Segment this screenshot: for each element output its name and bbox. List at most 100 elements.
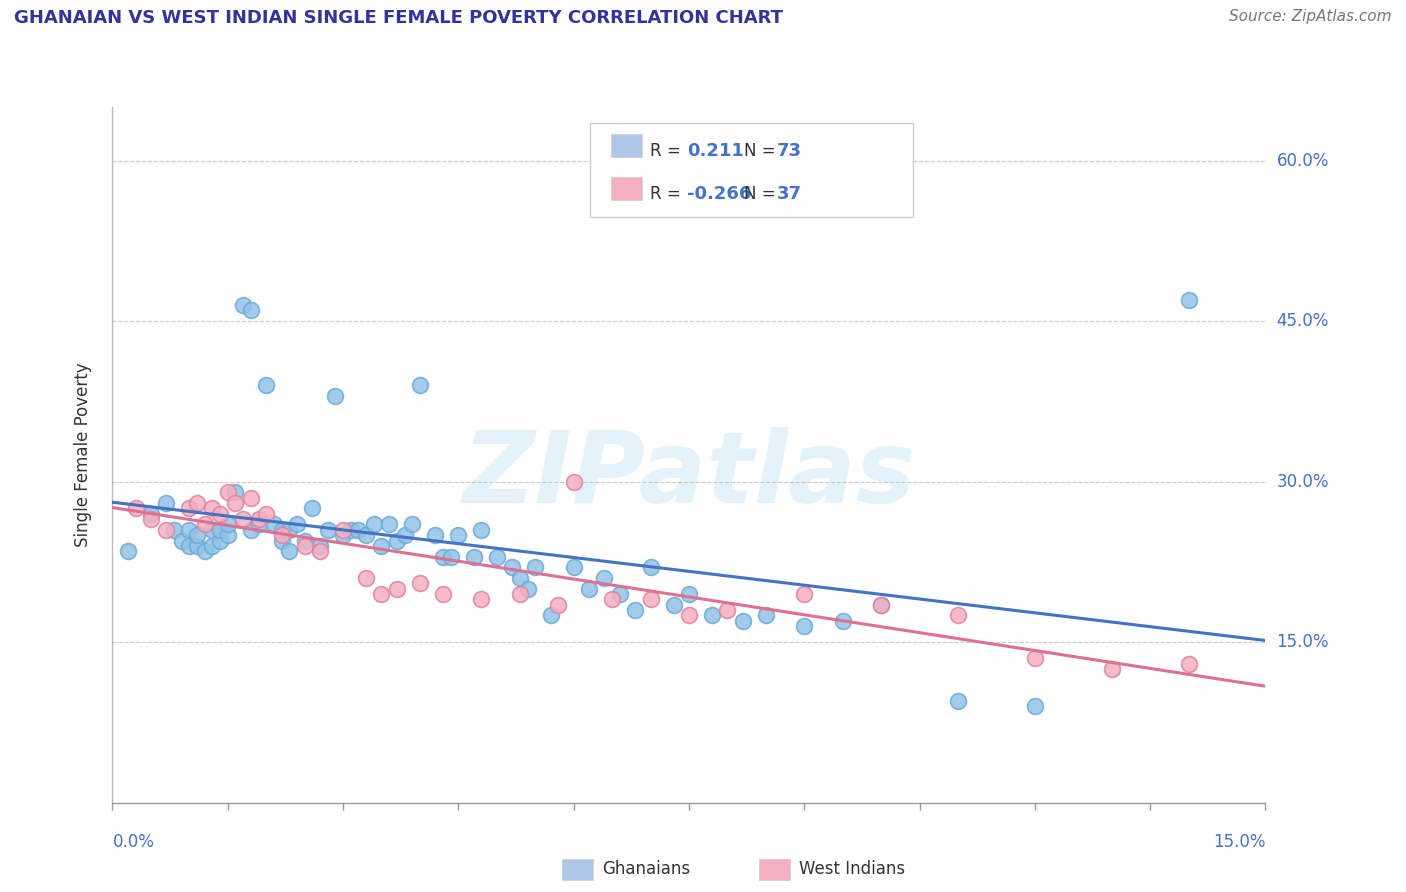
Point (139, 512, 162, 526)
Point (201, 523, 224, 537)
Point (509, 571, 531, 585)
Point (294, 533, 316, 548)
Point (370, 539, 392, 553)
Point (194, 544, 217, 558)
Point (239, 491, 262, 505)
Point (224, 496, 246, 510)
Y-axis label: Single Female Poverty: Single Female Poverty (73, 363, 91, 547)
Point (301, 501, 323, 516)
Point (278, 523, 301, 537)
Point (209, 533, 232, 548)
Point (793, 619, 815, 633)
Point (516, 582, 538, 596)
Point (870, 598, 893, 612)
Point (354, 571, 377, 585)
Point (1024, 651, 1046, 665)
Point (155, 523, 177, 537)
Text: West Indians: West Indians (799, 860, 904, 878)
Point (831, 614, 853, 628)
Point (562, 475, 585, 489)
Point (447, 528, 470, 542)
Text: N =: N = (744, 185, 776, 203)
Point (409, 576, 432, 591)
Point (432, 587, 454, 601)
Point (385, 533, 408, 548)
Point (270, 528, 292, 542)
Text: 30.0%: 30.0% (1277, 473, 1329, 491)
Point (217, 528, 239, 542)
Point (117, 544, 139, 558)
Point (385, 582, 408, 596)
Point (370, 587, 392, 601)
Point (401, 517, 423, 532)
Point (294, 539, 316, 553)
Point (186, 496, 208, 510)
Point (463, 549, 485, 564)
Text: 15.0%: 15.0% (1213, 833, 1265, 851)
Point (332, 523, 354, 537)
Point (1101, 662, 1123, 676)
Point (716, 603, 738, 617)
Point (409, 378, 432, 392)
Point (170, 533, 193, 548)
Point (224, 485, 246, 500)
Point (217, 517, 239, 532)
Text: GHANAIAN VS WEST INDIAN SINGLE FEMALE POVERTY CORRELATION CHART: GHANAIAN VS WEST INDIAN SINGLE FEMALE PO… (14, 9, 783, 27)
Point (186, 539, 208, 553)
Point (201, 539, 224, 553)
Point (731, 614, 754, 628)
Point (209, 507, 232, 521)
Point (270, 523, 292, 537)
Point (179, 501, 201, 516)
Text: 0.211: 0.211 (686, 142, 744, 161)
Point (239, 303, 262, 318)
Point (194, 517, 217, 532)
Point (624, 603, 647, 617)
Text: N =: N = (744, 142, 776, 161)
Text: 15.0%: 15.0% (1277, 633, 1329, 651)
Point (509, 587, 531, 601)
Point (425, 528, 447, 542)
Point (609, 587, 631, 601)
Point (946, 694, 969, 708)
Point (485, 549, 508, 564)
Point (247, 512, 270, 526)
Point (232, 512, 254, 526)
Point (139, 507, 162, 521)
Text: 73: 73 (776, 142, 801, 161)
Point (1177, 293, 1199, 307)
Point (316, 523, 339, 537)
Text: R =: R = (650, 142, 681, 161)
Point (540, 608, 562, 623)
Point (700, 608, 723, 623)
Point (239, 523, 262, 537)
Point (163, 523, 186, 537)
Point (501, 560, 523, 574)
Point (201, 501, 224, 516)
Point (354, 528, 377, 542)
Point (179, 539, 201, 553)
Point (179, 523, 201, 537)
Point (755, 608, 778, 623)
Point (394, 528, 416, 542)
Point (332, 528, 354, 542)
Point (1024, 699, 1046, 714)
Point (547, 598, 569, 612)
Point (562, 560, 585, 574)
Point (339, 523, 361, 537)
Point (870, 598, 893, 612)
Text: Source: ZipAtlas.com: Source: ZipAtlas.com (1229, 9, 1392, 24)
Point (124, 501, 146, 516)
Text: 60.0%: 60.0% (1277, 152, 1329, 169)
Text: ZIPatlas: ZIPatlas (463, 427, 915, 524)
Point (678, 608, 700, 623)
Point (263, 517, 285, 532)
Text: R =: R = (650, 185, 681, 203)
Point (578, 582, 600, 596)
Point (432, 549, 454, 564)
Point (640, 592, 662, 607)
Point (363, 517, 385, 532)
Point (186, 528, 208, 542)
Point (593, 571, 616, 585)
Point (470, 592, 492, 607)
